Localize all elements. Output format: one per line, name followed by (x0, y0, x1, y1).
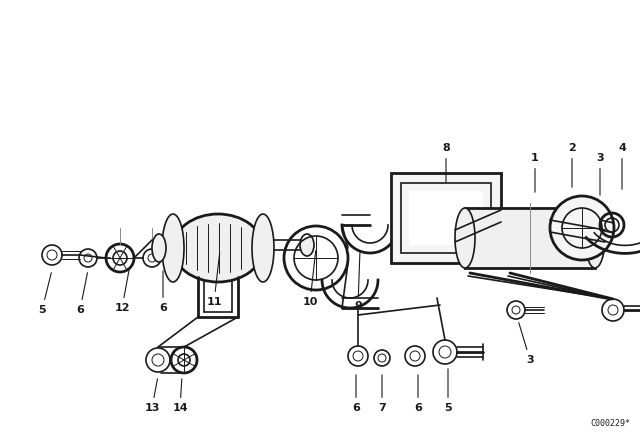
Text: 11: 11 (206, 253, 221, 307)
Bar (391, 173, 501, 263)
Bar (465, 208, 595, 268)
Ellipse shape (162, 214, 184, 282)
Text: 2: 2 (568, 143, 576, 187)
Text: 13: 13 (144, 379, 160, 413)
Text: 6: 6 (414, 375, 422, 413)
Text: 7: 7 (378, 375, 386, 413)
Text: 6: 6 (159, 271, 167, 313)
Ellipse shape (173, 214, 263, 282)
Text: 9: 9 (354, 253, 362, 311)
Bar (409, 191, 483, 245)
Text: 12: 12 (115, 268, 130, 313)
Text: 4: 4 (618, 143, 626, 189)
Ellipse shape (252, 214, 274, 282)
Circle shape (550, 196, 614, 260)
Ellipse shape (152, 234, 166, 262)
Text: 6: 6 (352, 375, 360, 413)
Bar (401, 183, 491, 253)
Ellipse shape (300, 234, 314, 256)
Text: C000229*: C000229* (590, 419, 630, 428)
Text: 1: 1 (531, 153, 539, 192)
Ellipse shape (585, 208, 605, 268)
Text: 10: 10 (302, 251, 317, 307)
Text: 3: 3 (519, 323, 534, 365)
Ellipse shape (455, 208, 475, 268)
Text: 5: 5 (444, 369, 452, 413)
Text: 3: 3 (596, 153, 604, 195)
Text: 6: 6 (76, 273, 88, 315)
Text: 14: 14 (172, 379, 188, 413)
Text: 5: 5 (38, 273, 51, 315)
Text: 8: 8 (442, 143, 450, 182)
